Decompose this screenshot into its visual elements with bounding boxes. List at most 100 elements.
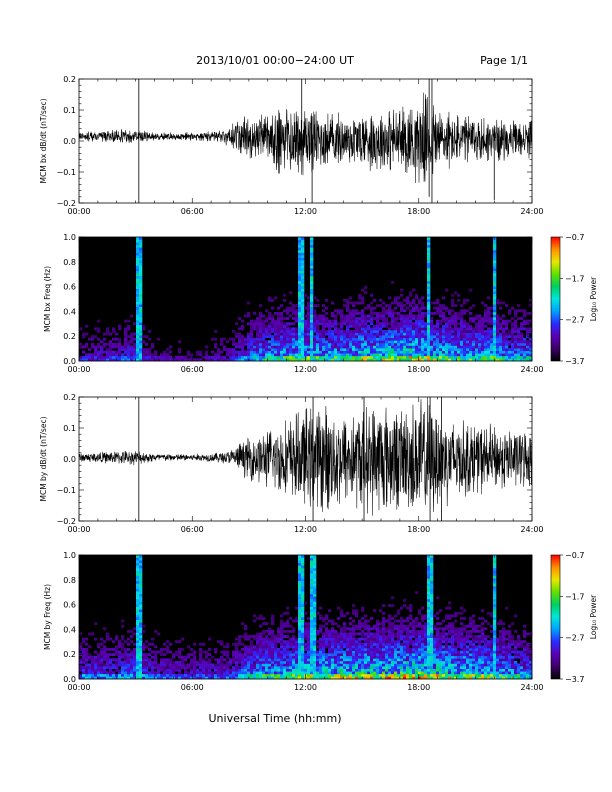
spectrogram-cell bbox=[79, 355, 83, 359]
spectrogram-cell bbox=[427, 622, 431, 626]
spectrogram-cell bbox=[127, 648, 131, 651]
spectrogram-cell bbox=[139, 268, 143, 271]
spectrogram-cell bbox=[136, 335, 140, 339]
spectrogram-cell bbox=[436, 311, 440, 315]
spectrogram-cell bbox=[106, 330, 110, 333]
spectrogram-cell bbox=[406, 650, 410, 654]
spectrogram-cell bbox=[433, 658, 437, 662]
spectrogram-cell bbox=[262, 637, 266, 641]
spectrogram-cell bbox=[319, 658, 323, 662]
spectrogram-cell bbox=[406, 642, 410, 646]
spectrogram-cell bbox=[448, 673, 452, 677]
spectrogram-cell bbox=[385, 671, 389, 675]
spectrogram-cell bbox=[199, 358, 203, 362]
spectrogram-cell bbox=[364, 306, 368, 310]
spectrogram-cell bbox=[139, 335, 143, 339]
spectrogram-cell bbox=[463, 340, 467, 344]
spectrogram-cell bbox=[358, 324, 362, 328]
spectrogram-cell bbox=[367, 317, 371, 320]
spectrogram-cell bbox=[472, 648, 476, 651]
spectrogram-cell bbox=[316, 653, 320, 657]
spectrogram-cell bbox=[139, 565, 143, 569]
spectrogram-cell bbox=[346, 299, 350, 302]
spectrogram-cell bbox=[319, 640, 323, 644]
spectrogram-cell bbox=[130, 663, 134, 667]
spectrogram-cell bbox=[385, 660, 389, 664]
spectrogram-cell bbox=[403, 350, 407, 354]
spectrogram-cell bbox=[409, 614, 413, 618]
spectrogram-cell bbox=[283, 327, 287, 331]
spectrogram-cell bbox=[364, 622, 368, 626]
spectrogram-cell bbox=[412, 624, 416, 628]
spectrogram-cell bbox=[340, 309, 344, 313]
spectrogram-cell bbox=[286, 322, 290, 326]
spectrogram-cell bbox=[397, 619, 401, 623]
spectrogram-cell bbox=[427, 617, 431, 620]
spectrogram-cell bbox=[91, 663, 95, 667]
spectrogram-cell bbox=[337, 653, 341, 657]
spectrogram-cell bbox=[109, 668, 113, 672]
spectrogram-cell bbox=[172, 668, 176, 672]
spectrogram-cell bbox=[409, 653, 413, 657]
spectrogram-cell bbox=[97, 668, 101, 672]
spectrogram-cell bbox=[442, 666, 446, 669]
spectrogram-cell bbox=[460, 640, 464, 644]
spectrogram-cell bbox=[280, 622, 284, 626]
spectrogram-cell bbox=[157, 632, 161, 636]
spectrogram-cell bbox=[298, 583, 302, 587]
spectrogram-cell bbox=[364, 655, 368, 659]
spectrogram-cell bbox=[292, 332, 296, 336]
spectrogram-cell bbox=[367, 619, 371, 623]
spectrogram-cell bbox=[361, 330, 365, 333]
spectrogram-cell bbox=[427, 237, 431, 240]
spectrogram-cell bbox=[286, 642, 290, 646]
spectrogram-cell bbox=[316, 668, 320, 672]
spectrogram-cell bbox=[388, 671, 392, 675]
spectrogram-cell bbox=[313, 575, 317, 579]
spectrogram-cell bbox=[139, 342, 143, 346]
spectrogram-cell bbox=[322, 350, 326, 354]
spectrogram-cell bbox=[283, 650, 287, 654]
spectrogram-cell bbox=[205, 350, 209, 354]
spectrogram-cell bbox=[307, 324, 311, 328]
spectrogram-cell bbox=[427, 648, 431, 651]
spectrogram-cell bbox=[253, 655, 257, 659]
spectrogram-cell bbox=[493, 286, 497, 289]
spectrogram-cell bbox=[142, 660, 146, 664]
spectrogram-cell bbox=[220, 355, 224, 359]
spectrogram-cell bbox=[424, 337, 428, 341]
spectrogram-cell bbox=[508, 335, 512, 339]
spectrogram-cell bbox=[358, 658, 362, 662]
spectrogram-cell bbox=[148, 653, 152, 657]
spectrogram-cell bbox=[328, 348, 332, 351]
spectrogram-cell bbox=[370, 640, 374, 644]
spectrogram-cell bbox=[469, 317, 473, 320]
spectrogram-cell bbox=[451, 629, 455, 633]
colorbar-tick-label: −2.7 bbox=[565, 316, 584, 325]
spectrogram-cell bbox=[262, 642, 266, 646]
spectrogram-cell bbox=[238, 642, 242, 646]
spectrogram-cell bbox=[241, 355, 245, 359]
spectrogram-cell bbox=[427, 632, 431, 636]
spectrogram-cell bbox=[418, 337, 422, 341]
spectrogram-cell bbox=[328, 632, 332, 636]
spectrogram-cell bbox=[280, 673, 284, 677]
spectrogram-cell bbox=[448, 335, 452, 339]
spectrogram-cell bbox=[403, 598, 407, 602]
spectrogram-cell bbox=[352, 609, 356, 613]
spectrogram-cell bbox=[388, 642, 392, 646]
spectrogram-cell bbox=[298, 575, 302, 579]
spectrogram-cell bbox=[262, 358, 266, 362]
spectrogram-cell bbox=[472, 676, 476, 680]
spectrogram-cell bbox=[232, 337, 236, 341]
spectrogram-cell bbox=[202, 355, 206, 359]
spectrogram-cell bbox=[427, 655, 431, 659]
spectrogram-cell bbox=[88, 337, 92, 341]
spectrogram-cell bbox=[283, 676, 287, 680]
spectrogram-cell bbox=[310, 570, 314, 574]
spectrogram-cell bbox=[82, 655, 86, 659]
spectrogram-cell bbox=[85, 332, 89, 336]
spectrogram-cell bbox=[295, 671, 299, 675]
spectrogram-cell bbox=[334, 653, 338, 657]
spectrogram-cell bbox=[370, 648, 374, 651]
